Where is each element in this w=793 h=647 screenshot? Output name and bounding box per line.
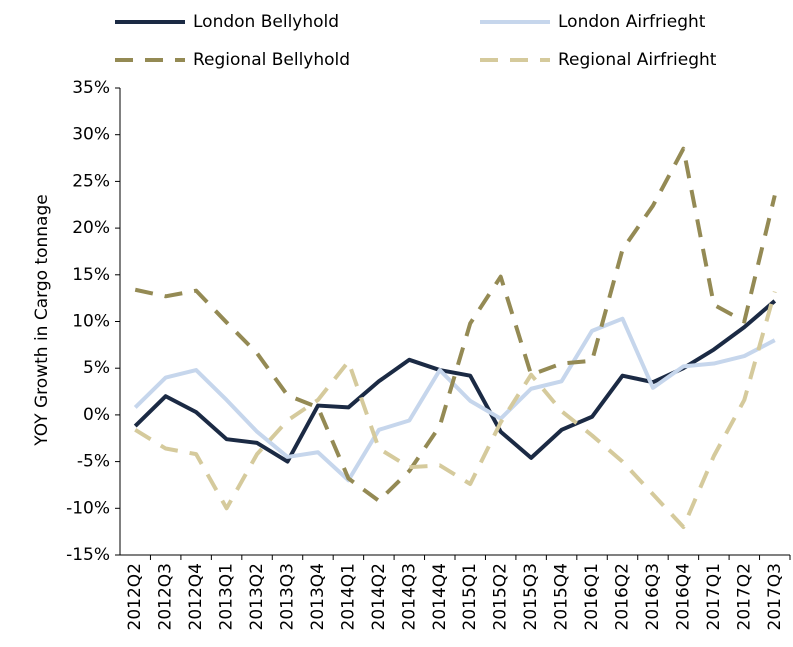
legend-label: London Bellyhold [193,12,339,32]
x-tick-label: 2014Q4 [430,563,450,630]
x-tick-label: 2012Q2 [125,563,145,630]
y-axis-label: YOY Growth in Cargo tonnage [32,194,52,446]
x-tick-label: 2013Q4 [308,563,328,630]
x-tick-label: 2016Q4 [673,563,693,630]
x-tick-label: 2014Q1 [338,563,358,630]
y-tick-label: 30% [72,125,110,145]
y-tick-label: -10% [66,498,110,518]
series-line [134,146,777,503]
x-tick-label: 2013Q2 [247,563,267,630]
x-tick-label: 2017Q3 [765,563,785,630]
x-tick-label: 2016Q3 [643,563,663,630]
legend-label: Regional Bellyhold [193,50,350,70]
y-tick-label: 35% [72,78,110,98]
x-tick-label: 2015Q2 [491,563,511,630]
x-tick-label: 2016Q1 [582,563,602,630]
x-tick-label: 2012Q3 [156,563,176,630]
x-tick-label: 2013Q3 [278,563,298,630]
series-line [133,316,776,483]
x-tick-label: 2013Q1 [217,563,237,630]
series-line [134,291,777,529]
y-tick-label: 15% [72,265,110,285]
x-tick-label: 2014Q3 [399,563,419,630]
legend-label: London Airfrieght [558,12,706,32]
x-tick-label: 2015Q1 [460,563,480,630]
x-tick-label: 2017Q2 [734,563,754,630]
y-tick-label: -15% [66,545,110,565]
x-tick-label: 2016Q2 [613,563,633,630]
x-tick-label: 2012Q4 [186,563,206,630]
y-tick-label: 5% [83,358,110,378]
y-tick-label: 10% [72,312,110,332]
legend-label: Regional Airfrieght [558,50,717,70]
x-tick-label: 2017Q1 [704,563,724,630]
y-tick-label: 25% [72,171,110,191]
y-tick-label: 0% [83,405,110,425]
y-tick-label: 20% [72,218,110,238]
x-tick-label: 2015Q3 [521,563,541,630]
x-tick-label: 2014Q2 [369,563,389,630]
y-tick-label: -5% [77,452,110,472]
x-tick-label: 2015Q4 [552,563,572,630]
